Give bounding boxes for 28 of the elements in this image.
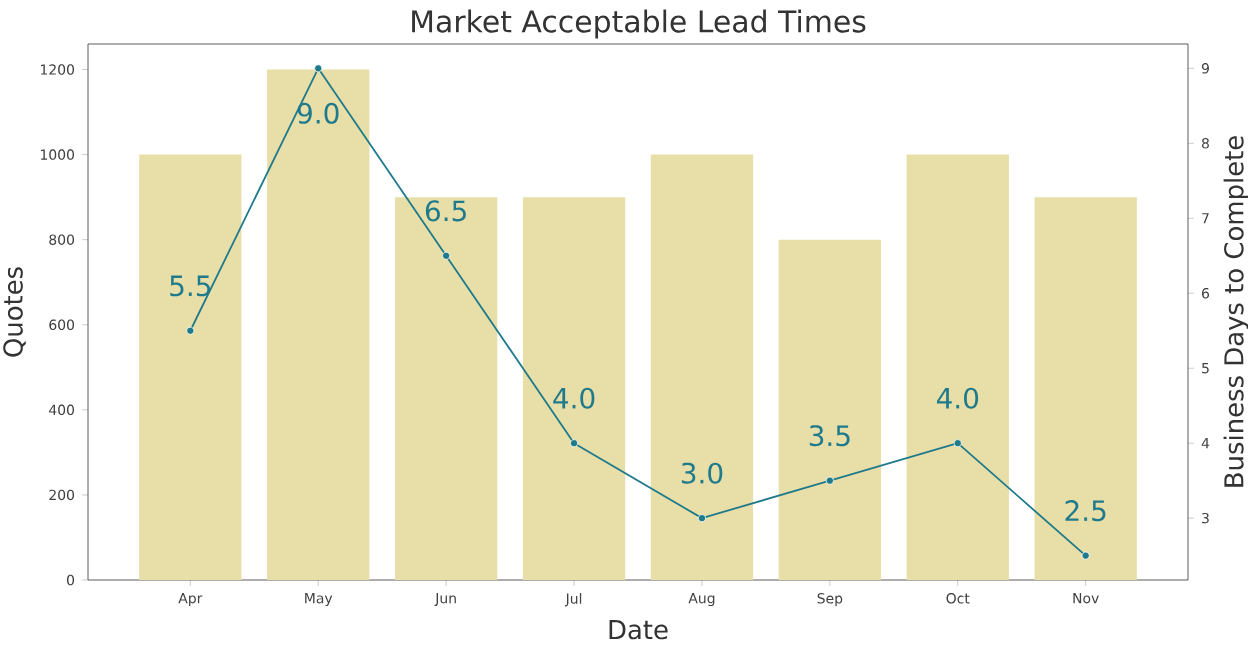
point [186, 326, 195, 335]
bar [778, 239, 882, 580]
point [697, 514, 706, 523]
bar [139, 154, 242, 580]
bar [650, 154, 754, 580]
bar [1034, 197, 1137, 580]
point [825, 476, 834, 485]
y2-axis-title: Business Days to Complete [1223, 136, 1248, 487]
chart-title: Market Acceptable Lead Times [412, 9, 866, 39]
y-axis-title: Quotes [3, 267, 26, 357]
data-label: 5.5 [170, 275, 211, 297]
point [442, 251, 451, 260]
data-label: 4.0 [936, 387, 979, 409]
bar [522, 197, 626, 580]
bar [906, 154, 1009, 580]
data-label: 3.0 [681, 462, 723, 484]
point [953, 439, 962, 448]
data-label: 6.5 [425, 200, 466, 222]
data-label: 3.5 [809, 425, 850, 447]
x-axis-title: Date [609, 620, 668, 640]
data-label: 2.5 [1065, 500, 1106, 522]
data-label: 9.0 [297, 102, 339, 124]
point [570, 439, 579, 448]
data-label: 4.0 [553, 387, 595, 409]
bar [394, 197, 498, 580]
point [314, 64, 323, 73]
point [1081, 551, 1090, 560]
bar [267, 69, 370, 580]
